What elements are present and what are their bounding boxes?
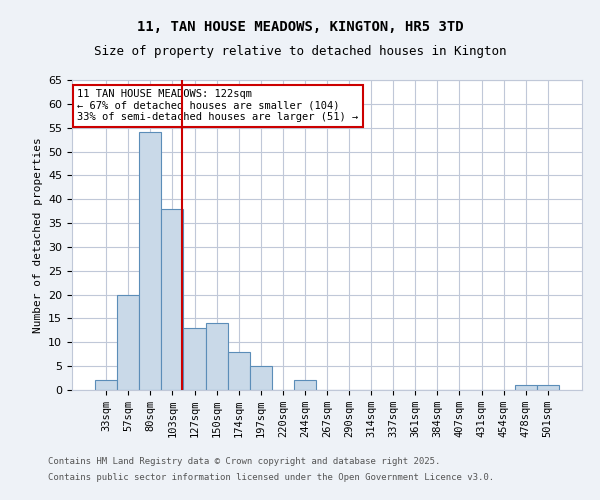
Bar [227,352,250,390]
Bar [117,294,139,390]
Bar [537,385,559,390]
Bar [294,380,316,390]
Bar [250,366,272,390]
Text: Contains HM Land Registry data © Crown copyright and database right 2025.: Contains HM Land Registry data © Crown c… [48,458,440,466]
Text: 11, TAN HOUSE MEADOWS, KINGTON, HR5 3TD: 11, TAN HOUSE MEADOWS, KINGTON, HR5 3TD [137,20,463,34]
Bar [515,385,537,390]
Bar [139,132,161,390]
Bar [95,380,117,390]
Text: 11 TAN HOUSE MEADOWS: 122sqm
← 67% of detached houses are smaller (104)
33% of s: 11 TAN HOUSE MEADOWS: 122sqm ← 67% of de… [77,90,358,122]
Bar [206,323,227,390]
Bar [161,209,184,390]
Text: Size of property relative to detached houses in Kington: Size of property relative to detached ho… [94,45,506,58]
Y-axis label: Number of detached properties: Number of detached properties [32,137,43,333]
Bar [184,328,206,390]
Text: Contains public sector information licensed under the Open Government Licence v3: Contains public sector information licen… [48,472,494,482]
